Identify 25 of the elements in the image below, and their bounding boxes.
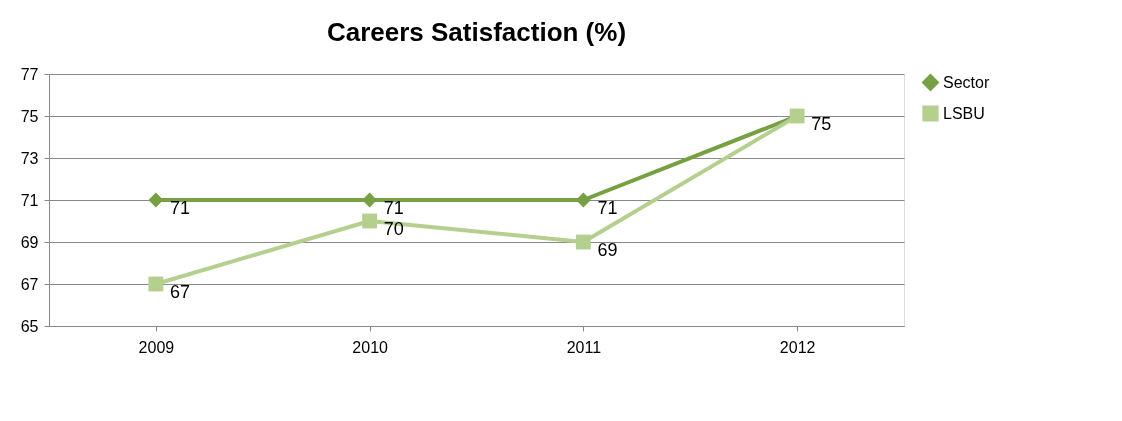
data-label: 67 xyxy=(169,282,190,302)
point xyxy=(148,276,164,292)
x-tick-label: 2010 xyxy=(352,338,389,356)
y-tick-label: 67 xyxy=(20,275,39,293)
data-label: 75 xyxy=(811,114,832,134)
x-tick-label: 2009 xyxy=(138,338,175,356)
point xyxy=(575,234,591,250)
legend-label: LSBU xyxy=(943,104,985,122)
chart-title: Careers Satisfaction (%) xyxy=(326,17,627,47)
data-label: 69 xyxy=(597,240,618,260)
data-label: 71 xyxy=(169,198,190,218)
legend-label: Sector xyxy=(943,73,990,91)
y-tick-label: 75 xyxy=(20,107,39,125)
x-tick-label: 2012 xyxy=(779,338,816,356)
x-tick-label: 2011 xyxy=(566,338,602,356)
y-tick-label: 77 xyxy=(20,65,39,83)
y-tick-label: 73 xyxy=(20,149,39,167)
data-label: 70 xyxy=(383,219,404,239)
data-label: 71 xyxy=(597,198,618,218)
point xyxy=(362,213,378,229)
y-tick-label: 69 xyxy=(20,233,39,251)
data-label: 71 xyxy=(383,198,404,218)
y-tick-label: 65 xyxy=(20,317,39,335)
y-tick-label: 71 xyxy=(20,191,39,209)
point xyxy=(148,192,164,208)
